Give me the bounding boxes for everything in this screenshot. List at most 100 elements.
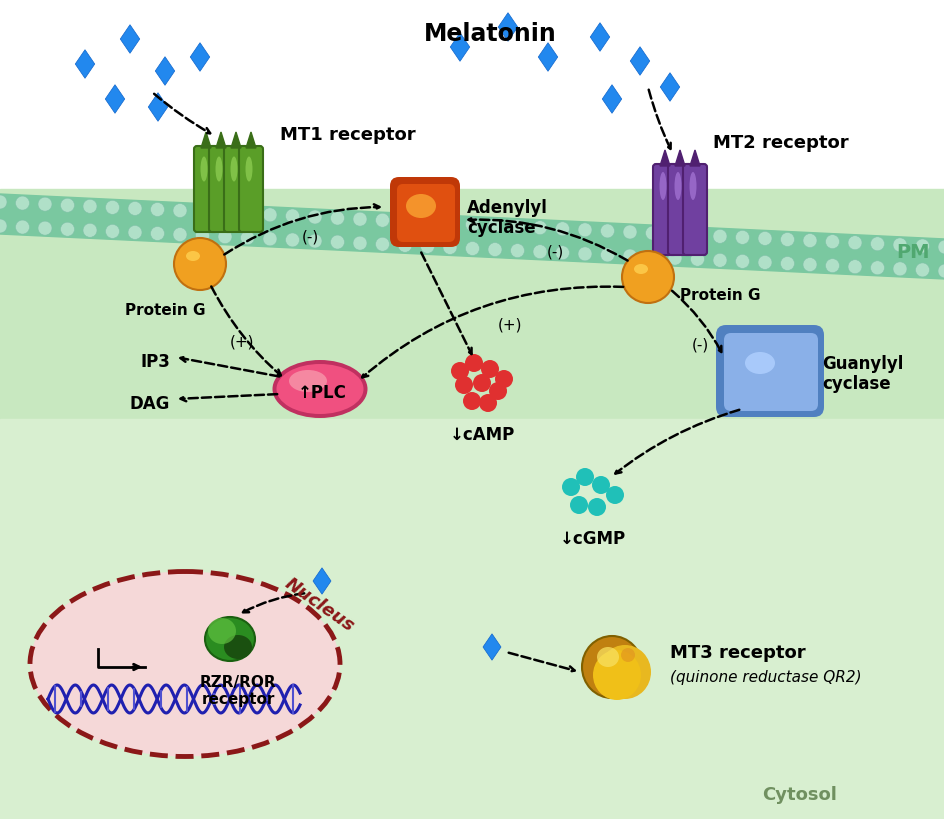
Circle shape: [757, 256, 771, 270]
Circle shape: [330, 212, 345, 226]
Circle shape: [464, 355, 482, 373]
Circle shape: [825, 235, 838, 249]
Circle shape: [127, 226, 142, 240]
Circle shape: [510, 220, 524, 234]
Circle shape: [83, 224, 97, 238]
Circle shape: [127, 202, 142, 216]
Circle shape: [915, 240, 929, 254]
Circle shape: [218, 230, 232, 244]
Ellipse shape: [277, 364, 363, 414]
Circle shape: [622, 250, 636, 264]
Polygon shape: [659, 151, 669, 167]
Circle shape: [150, 203, 164, 217]
FancyBboxPatch shape: [683, 165, 706, 256]
Ellipse shape: [272, 360, 367, 419]
FancyBboxPatch shape: [224, 147, 247, 233]
FancyBboxPatch shape: [723, 333, 818, 411]
Circle shape: [397, 215, 412, 229]
Circle shape: [569, 496, 587, 514]
Ellipse shape: [224, 636, 252, 659]
Polygon shape: [312, 568, 330, 595]
Polygon shape: [245, 133, 256, 149]
Ellipse shape: [186, 251, 200, 262]
Text: (-): (-): [546, 244, 563, 259]
Circle shape: [495, 370, 513, 388]
Text: (+): (+): [229, 334, 254, 349]
Circle shape: [285, 233, 299, 247]
Polygon shape: [120, 25, 140, 54]
Text: DAG: DAG: [129, 395, 170, 413]
Ellipse shape: [406, 195, 435, 219]
FancyBboxPatch shape: [396, 185, 454, 242]
Circle shape: [562, 478, 580, 496]
Circle shape: [240, 232, 254, 246]
Polygon shape: [76, 51, 94, 79]
Circle shape: [285, 210, 299, 224]
Circle shape: [690, 253, 704, 267]
Text: ↓cGMP: ↓cGMP: [560, 529, 626, 547]
Polygon shape: [190, 43, 210, 72]
Circle shape: [712, 230, 726, 244]
FancyBboxPatch shape: [652, 165, 676, 256]
Polygon shape: [201, 133, 211, 149]
Polygon shape: [601, 86, 621, 114]
Polygon shape: [497, 14, 517, 43]
Circle shape: [106, 225, 119, 239]
Circle shape: [262, 209, 277, 223]
Circle shape: [555, 223, 569, 237]
Ellipse shape: [674, 173, 681, 201]
Circle shape: [869, 238, 884, 251]
Ellipse shape: [633, 265, 648, 274]
Circle shape: [667, 251, 682, 266]
Text: (quinone reductase QR2): (quinone reductase QR2): [669, 670, 861, 685]
Circle shape: [38, 222, 52, 236]
Circle shape: [465, 242, 479, 256]
Polygon shape: [689, 151, 700, 167]
Text: Protein G: Protein G: [680, 288, 760, 303]
Circle shape: [599, 249, 614, 263]
Ellipse shape: [597, 647, 618, 667]
Text: ↓cAMP: ↓cAMP: [449, 426, 514, 443]
FancyBboxPatch shape: [390, 178, 460, 247]
Circle shape: [454, 377, 473, 395]
Ellipse shape: [659, 173, 666, 201]
Ellipse shape: [200, 157, 208, 183]
Circle shape: [15, 197, 29, 210]
Circle shape: [780, 233, 794, 247]
Circle shape: [487, 219, 501, 233]
Circle shape: [712, 254, 726, 268]
Polygon shape: [148, 93, 168, 122]
Ellipse shape: [215, 157, 222, 183]
Circle shape: [757, 232, 771, 247]
Circle shape: [937, 265, 944, 278]
Circle shape: [60, 199, 75, 213]
Ellipse shape: [205, 618, 255, 661]
Ellipse shape: [289, 370, 327, 392]
Polygon shape: [216, 133, 226, 149]
Circle shape: [892, 263, 906, 277]
Bar: [0, 419, 944, 819]
Text: MT1 receptor: MT1 receptor: [279, 126, 415, 144]
Polygon shape: [590, 24, 609, 52]
Circle shape: [83, 200, 97, 214]
Circle shape: [667, 228, 682, 242]
Circle shape: [892, 238, 906, 252]
Circle shape: [240, 207, 254, 221]
Polygon shape: [105, 86, 125, 114]
Circle shape: [510, 244, 524, 258]
Circle shape: [578, 224, 591, 238]
Circle shape: [15, 221, 29, 235]
Circle shape: [578, 247, 591, 261]
Ellipse shape: [30, 572, 340, 757]
Circle shape: [195, 229, 210, 243]
Circle shape: [173, 204, 187, 219]
Circle shape: [195, 206, 210, 219]
Circle shape: [443, 241, 457, 255]
Circle shape: [262, 233, 277, 247]
Text: PM: PM: [896, 242, 929, 261]
Polygon shape: [449, 34, 469, 62]
Circle shape: [308, 210, 322, 224]
Circle shape: [330, 236, 345, 250]
FancyBboxPatch shape: [667, 165, 691, 256]
Circle shape: [690, 229, 704, 243]
